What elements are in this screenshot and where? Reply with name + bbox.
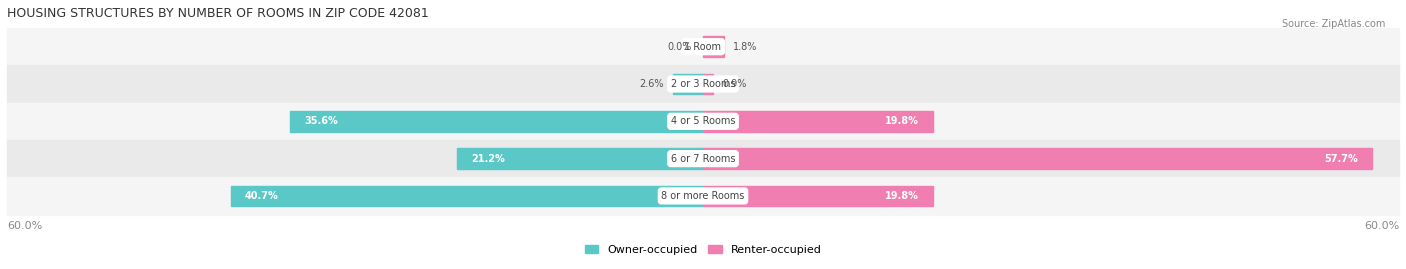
- Bar: [7, 28, 1399, 65]
- Text: 0.9%: 0.9%: [723, 79, 747, 89]
- Bar: [703, 74, 713, 94]
- Text: Source: ZipAtlas.com: Source: ZipAtlas.com: [1281, 19, 1385, 29]
- Text: 60.0%: 60.0%: [7, 221, 42, 231]
- Text: 35.6%: 35.6%: [304, 116, 337, 126]
- Text: 1 Room: 1 Room: [685, 42, 721, 52]
- Legend: Owner-occupied, Renter-occupied: Owner-occupied, Renter-occupied: [581, 240, 825, 259]
- Bar: [290, 111, 703, 132]
- Text: 57.7%: 57.7%: [1324, 154, 1358, 164]
- Text: HOUSING STRUCTURES BY NUMBER OF ROOMS IN ZIP CODE 42081: HOUSING STRUCTURES BY NUMBER OF ROOMS IN…: [7, 7, 429, 20]
- Bar: [7, 140, 1399, 177]
- Text: 2.6%: 2.6%: [640, 79, 664, 89]
- Bar: [703, 186, 932, 206]
- Bar: [703, 148, 1372, 169]
- Text: 60.0%: 60.0%: [1364, 221, 1399, 231]
- Bar: [703, 111, 932, 132]
- Text: 19.8%: 19.8%: [884, 116, 918, 126]
- Text: 4 or 5 Rooms: 4 or 5 Rooms: [671, 116, 735, 126]
- Bar: [7, 177, 1399, 215]
- Text: 19.8%: 19.8%: [884, 191, 918, 201]
- Text: 1.8%: 1.8%: [733, 42, 758, 52]
- Bar: [457, 148, 703, 169]
- Text: 40.7%: 40.7%: [245, 191, 278, 201]
- Bar: [7, 103, 1399, 140]
- Text: 0.0%: 0.0%: [666, 42, 692, 52]
- Bar: [231, 186, 703, 206]
- Text: 8 or more Rooms: 8 or more Rooms: [661, 191, 745, 201]
- Bar: [7, 65, 1399, 103]
- Bar: [673, 74, 703, 94]
- Text: 6 or 7 Rooms: 6 or 7 Rooms: [671, 154, 735, 164]
- Bar: [703, 36, 724, 57]
- Text: 21.2%: 21.2%: [471, 154, 505, 164]
- Text: 2 or 3 Rooms: 2 or 3 Rooms: [671, 79, 735, 89]
